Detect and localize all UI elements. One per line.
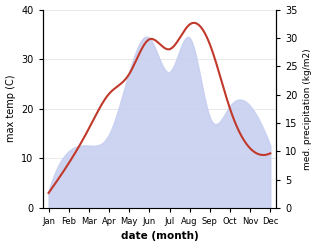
X-axis label: date (month): date (month) [121, 231, 198, 242]
Y-axis label: med. precipitation (kg/m2): med. precipitation (kg/m2) [303, 48, 313, 169]
Y-axis label: max temp (C): max temp (C) [5, 75, 16, 143]
